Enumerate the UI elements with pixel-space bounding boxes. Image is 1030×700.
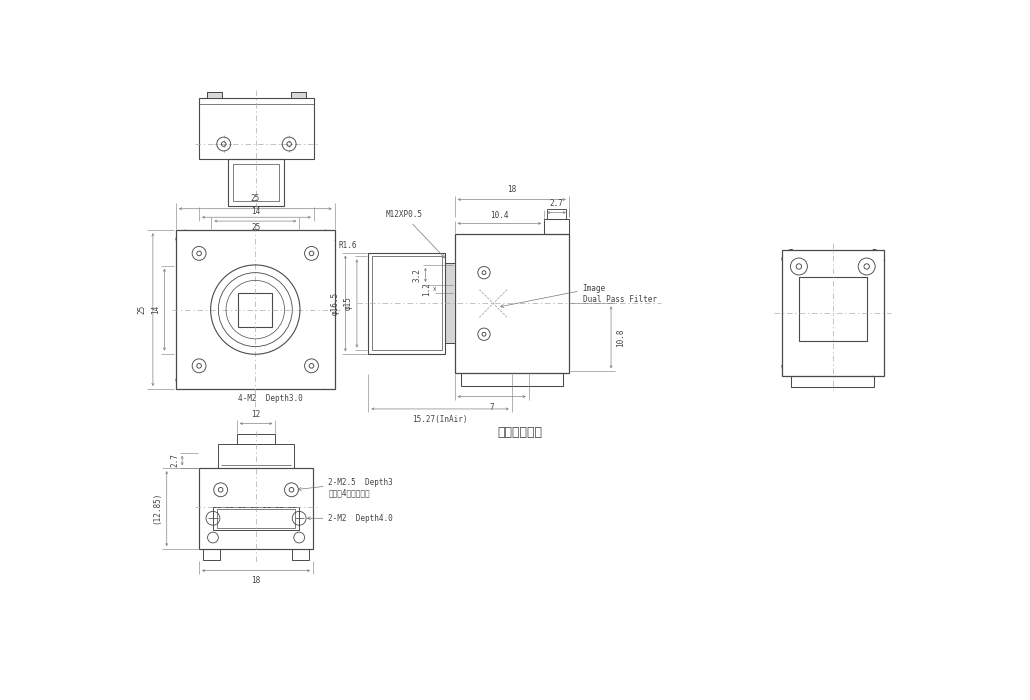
Text: 15.27(InAir): 15.27(InAir) (412, 415, 468, 424)
Bar (446, 263, 454, 344)
Bar (199, 98, 314, 160)
Bar (238, 293, 272, 326)
Bar (369, 253, 446, 354)
Bar (203, 549, 219, 560)
Bar (233, 164, 279, 201)
Text: (12.85): (12.85) (152, 492, 162, 524)
Text: φ16.5: φ16.5 (331, 292, 340, 315)
Text: 対面同一形状: 対面同一形状 (496, 426, 542, 438)
Text: 10.4: 10.4 (490, 211, 509, 220)
Text: 25: 25 (250, 194, 260, 202)
Bar (791, 376, 874, 386)
Text: 2.7: 2.7 (170, 454, 179, 468)
Text: 2-M2  Depth4.0: 2-M2 Depth4.0 (307, 514, 393, 523)
Bar (176, 230, 186, 240)
Text: 10.8: 10.8 (616, 328, 625, 346)
Bar (293, 549, 309, 560)
Text: 18: 18 (507, 185, 516, 194)
Bar (799, 276, 866, 341)
Text: 4-M2  Depth3.0: 4-M2 Depth3.0 (238, 393, 303, 402)
Bar (207, 92, 222, 98)
Bar (237, 434, 275, 444)
Bar (213, 507, 299, 530)
Text: 12: 12 (251, 410, 261, 419)
Text: 2.7: 2.7 (549, 199, 563, 208)
Bar (547, 209, 567, 218)
Bar (207, 92, 222, 98)
Bar (290, 92, 306, 98)
Bar (176, 379, 186, 389)
Text: R1.6: R1.6 (339, 241, 357, 250)
Bar (290, 92, 306, 98)
Bar (218, 444, 294, 468)
Bar (872, 250, 884, 260)
Bar (872, 365, 884, 376)
Text: M12XP0.5: M12XP0.5 (385, 211, 445, 258)
Bar (176, 230, 335, 389)
Bar (782, 365, 793, 376)
Bar (372, 256, 442, 351)
Text: 1.2: 1.2 (422, 282, 431, 296)
Text: φ15: φ15 (344, 297, 353, 310)
Text: Image: Image (501, 284, 606, 307)
Text: 7: 7 (489, 402, 494, 412)
Bar (454, 234, 569, 372)
Bar (324, 230, 335, 240)
Bar (229, 160, 284, 206)
Bar (199, 468, 313, 549)
Text: 14: 14 (150, 305, 160, 314)
Bar (782, 250, 793, 260)
Text: 25: 25 (138, 305, 146, 314)
Text: 14: 14 (250, 207, 260, 216)
Text: 18: 18 (251, 576, 261, 585)
Bar (544, 218, 569, 234)
Text: Dual Pass Filter: Dual Pass Filter (583, 295, 656, 304)
Bar (460, 372, 562, 386)
Text: 25: 25 (251, 223, 261, 232)
Bar (446, 263, 454, 344)
Text: 2-M2.5  Depth3: 2-M2.5 Depth3 (298, 477, 393, 491)
Bar (216, 509, 296, 528)
Bar (782, 250, 884, 376)
Text: ネジ穧4面同一形状: ネジ穧4面同一形状 (329, 489, 370, 498)
Bar (324, 379, 335, 389)
Text: 3.2: 3.2 (413, 268, 421, 282)
